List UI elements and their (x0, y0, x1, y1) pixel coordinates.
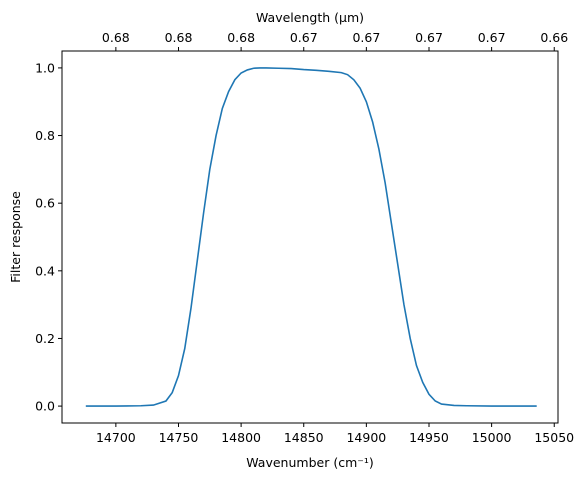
top-tick-label: 0.68 (102, 30, 130, 45)
top-tick-label: 0.67 (478, 30, 506, 45)
y-tick-label: 0.0 (35, 399, 55, 414)
top-tick-label: 0.68 (227, 30, 255, 45)
x-axis: 14700 14750 14800 14850 14900 14950 15000 15050 (96, 423, 574, 445)
top-x-axis: 0.68 0.68 0.68 0.67 0.67 0.67 0.67 0.66 (102, 30, 568, 51)
x-tick-label: 14950 (409, 430, 449, 445)
y-tick-label: 1.0 (35, 60, 55, 75)
x-tick-label: 14750 (159, 430, 199, 445)
y-axis-label: Filter response (8, 191, 23, 283)
x-axis-label: Wavenumber (cm⁻¹) (246, 455, 373, 470)
y-tick-label: 0.2 (35, 331, 55, 346)
y-tick-label: 0.8 (35, 128, 55, 143)
x-tick-label: 15050 (534, 430, 574, 445)
x-tick-label: 14700 (96, 430, 136, 445)
y-tick-label: 0.4 (35, 263, 55, 278)
x-tick-label: 14800 (221, 430, 261, 445)
top-tick-label: 0.68 (165, 30, 193, 45)
plot-frame (61, 50, 559, 424)
y-tick-label: 0.6 (35, 196, 55, 211)
series-line (85, 67, 537, 407)
top-axis-label: Wavelength (μm) (256, 10, 364, 25)
x-tick-label: 14900 (346, 430, 386, 445)
y-axis: 0.0 0.2 0.4 0.6 0.8 1.0 (35, 60, 62, 414)
x-tick-label: 14850 (284, 430, 324, 445)
x-tick-label: 15000 (472, 430, 512, 445)
top-tick-label: 0.66 (540, 30, 568, 45)
top-tick-label: 0.67 (352, 30, 380, 45)
top-tick-label: 0.67 (415, 30, 443, 45)
top-tick-label: 0.67 (290, 30, 318, 45)
